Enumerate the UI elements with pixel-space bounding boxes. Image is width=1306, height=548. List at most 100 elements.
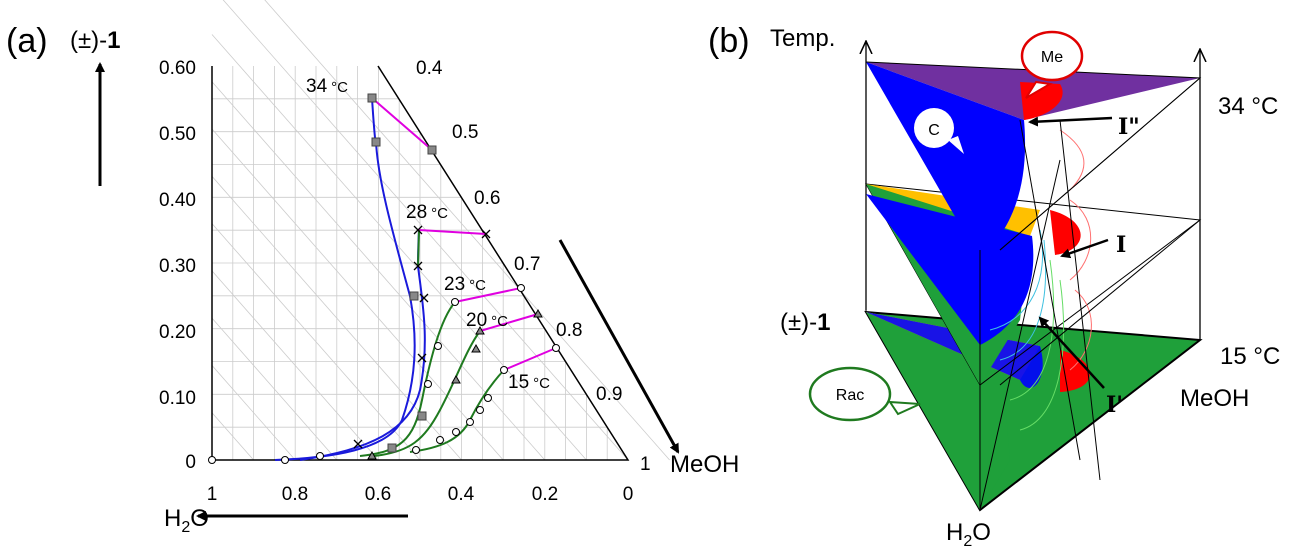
conglomerate-region-34: [866, 62, 1026, 260]
hyp-tick-label: 0.5: [452, 122, 478, 143]
cross-marker: [413, 261, 423, 271]
panel-b: (b) Temp.: [708, 22, 1280, 548]
temp-label-28: 28 °C: [406, 202, 448, 223]
pointer-i-prime: [1038, 316, 1105, 389]
triangle-marker: [367, 450, 377, 460]
pointer-i: [1060, 238, 1109, 259]
y-tick-label: 0.20: [159, 322, 196, 343]
conglomerate-curve-34: [274, 97, 416, 461]
x-tick-label: 0.8: [282, 484, 308, 505]
square-marker: [417, 411, 427, 421]
cross-marker: [481, 229, 491, 239]
temp-bottom-label: 15 °C: [1220, 343, 1280, 370]
panel-b-label: (b): [708, 22, 750, 60]
svg-text:Me: Me: [1041, 49, 1063, 66]
h2o-label-b: H2O: [946, 519, 991, 548]
diamond-marker: [424, 380, 432, 388]
cross-marker: [413, 225, 423, 235]
ternary-grid: [211, 0, 670, 461]
panel-a-label: (a): [6, 22, 48, 60]
cross-marker: [417, 353, 427, 363]
tie-line-28: [418, 229, 487, 235]
ternary-triangle: [211, 65, 630, 461]
triangle-marker: [451, 374, 461, 384]
grid-line: [211, 128, 504, 461]
circle-marker: [466, 418, 474, 426]
x-tick-label: 0.6: [365, 484, 391, 505]
circle-marker: [476, 406, 484, 414]
grid-line: [211, 412, 254, 461]
square-marker: [371, 137, 381, 147]
x-tick-label: 1: [207, 484, 218, 505]
square-marker: [427, 145, 437, 155]
square-marker: [409, 291, 419, 301]
grid-line: [264, 0, 670, 461]
panel-a: (a) (±)-1 0.60 0.50 0.40 0.30 0.20 0.10 …: [6, 0, 739, 536]
data-markers: [208, 93, 560, 464]
grid-line: [222, 0, 629, 461]
hyp-tick-label: 0.6: [474, 188, 500, 209]
diamond-marker: [451, 298, 459, 306]
svg-text:Rac: Rac: [836, 387, 864, 404]
grid-line: [211, 365, 296, 461]
point-i-label: I: [1116, 232, 1126, 258]
hyp-tick-label: 1: [640, 454, 651, 475]
methanolate-region-28: [1050, 210, 1081, 255]
temp-label-15: 15 °C: [508, 372, 550, 393]
circle-marker: [552, 344, 560, 352]
tie-line-23: [454, 287, 522, 303]
point-i-prime-label: I': [1106, 392, 1123, 418]
panel-a-y-axis-label: (±)-1: [70, 27, 121, 54]
temp-label-20: 20 °C: [466, 310, 508, 331]
triangle-marker: [471, 343, 481, 353]
hyp-tick-label: 0.8: [556, 320, 582, 341]
circle-marker: [436, 436, 444, 444]
grid-line: [211, 270, 379, 461]
temp-axis-label: Temp.: [770, 25, 835, 52]
racemate-curve-28: [417, 229, 420, 267]
y-tick-label: 0: [185, 452, 196, 473]
grid-line: [211, 223, 421, 461]
racemate-curve-20: [373, 330, 481, 457]
conglomerate-region-15: [866, 312, 1043, 388]
bubble-rac: Rac: [808, 366, 921, 422]
circle-marker: [412, 446, 420, 454]
grid-line: [211, 317, 338, 461]
bubble-me: Me: [1020, 30, 1084, 99]
frame-lines: [865, 62, 1201, 511]
x-tick-label: 0.4: [448, 484, 475, 505]
x-tick-labels: 1 0.8 0.6 0.4 0.2 0: [207, 484, 634, 505]
x-tick-label: 0: [623, 484, 634, 505]
temp-label-34: 34 °C: [306, 76, 348, 97]
tie-line-15: [503, 347, 557, 371]
temp-top-label: 34 °C: [1218, 93, 1278, 120]
triangle-marker: [475, 325, 485, 335]
circle-marker: [484, 394, 492, 402]
y-tick-labels: 0.60 0.50 0.40 0.30 0.20 0.10 0: [159, 58, 196, 473]
pointer-i-double-prime: [1028, 116, 1113, 127]
square-marker: [367, 93, 377, 103]
diamond-marker: [517, 284, 525, 292]
meoh-axis-label: MeOH: [670, 451, 739, 478]
tie-lines: [371, 97, 557, 371]
hyp-tick-label: 0.4: [416, 58, 443, 79]
diamond-marker: [434, 342, 442, 350]
y-tick-label: 0.50: [159, 124, 196, 145]
rac-axis-label: (±)-1: [780, 309, 831, 336]
grid-line: [211, 34, 587, 461]
bubble-c: C: [914, 108, 964, 154]
cross-marker: [419, 293, 429, 303]
y-tick-label: 0.40: [159, 190, 196, 211]
point-i-double-prime-label: I": [1118, 114, 1140, 140]
meoh-label-b: MeOH: [1180, 385, 1249, 412]
circle-marker: [500, 366, 508, 374]
x-tick-label: 0.2: [532, 484, 558, 505]
meoh-axis-arrow: [558, 239, 680, 454]
h2o-axis-label: H2O: [164, 505, 209, 536]
hypotenuse-tick-labels: 0.4 0.5 0.6 0.7 0.8 0.9 1: [416, 58, 651, 475]
circle-marker: [281, 456, 289, 464]
methanolate-region-15: [1060, 350, 1090, 392]
y-tick-label: 0.60: [159, 58, 196, 79]
y-tick-label: 0.30: [159, 256, 196, 277]
